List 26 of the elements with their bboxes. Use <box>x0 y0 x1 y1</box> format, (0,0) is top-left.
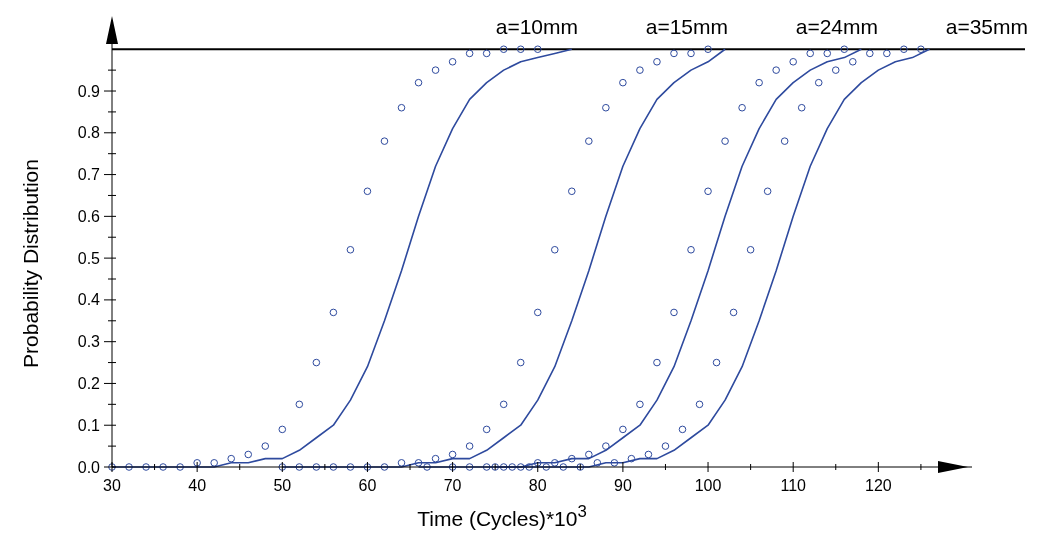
y-axis-title: Probability Distribution <box>19 159 42 368</box>
y-tick-label: 0.3 <box>77 333 101 351</box>
annotation: a=24mm <box>795 15 878 38</box>
y-tick-label: 0.0 <box>77 458 101 476</box>
x-tick-label: 50 <box>273 477 292 494</box>
y-tick-label: 0.1 <box>77 416 101 434</box>
y-tick-label: 0.8 <box>77 124 101 142</box>
x-tick-label: 80 <box>528 477 547 494</box>
annotation: a=10mm <box>495 15 578 38</box>
x-tick-label: 120 <box>864 477 892 494</box>
x-tick-label: 100 <box>694 477 722 494</box>
y-tick-label: 0.6 <box>77 207 101 225</box>
x-tick-label: 30 <box>103 477 121 494</box>
x-tick-label: 110 <box>780 477 807 494</box>
annotation: a=35mm <box>945 15 1028 38</box>
x-tick-label: 90 <box>613 477 632 494</box>
y-tick-label: 0.9 <box>77 82 101 100</box>
y-tick-label: 0.2 <box>77 374 101 392</box>
y-tick-label: 0.5 <box>77 249 101 267</box>
y-tick-label: 0.7 <box>77 166 101 184</box>
x-tick-label: 40 <box>188 477 207 494</box>
x-axis-title: Time (Cycles)*10$^{3}$ <box>417 501 587 530</box>
y-tick-label: 0.4 <box>77 291 101 309</box>
annotation: a=15mm <box>645 15 728 38</box>
x-tick-label: 70 <box>443 477 462 494</box>
x-tick-label: 60 <box>358 477 377 494</box>
